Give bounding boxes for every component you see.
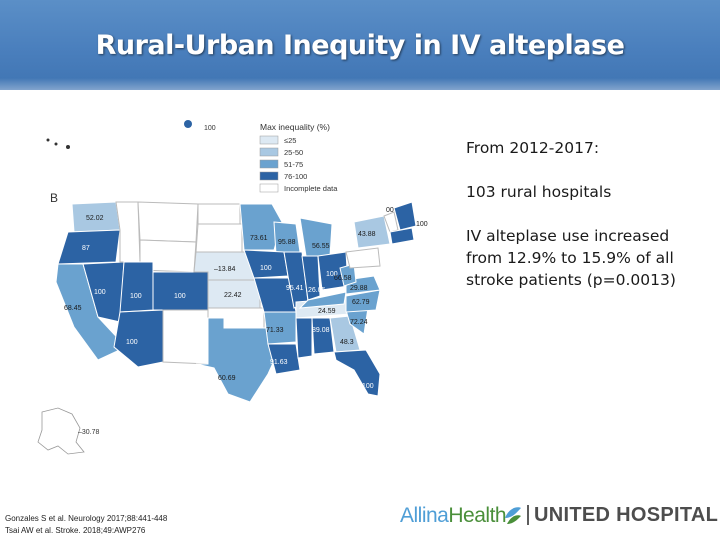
state-label-nv: 100 [94,289,106,296]
allina-health-wordmark: AllinaHealth [400,504,507,528]
state-co [152,271,209,311]
state-label-az: 100 [126,339,138,346]
state-label-ma: 100 [416,221,428,228]
references: Gonzales S et al. Neurology 2017;88:441-… [5,513,305,537]
state-label-ks: 22.42 [224,292,242,299]
state-nc [345,289,381,313]
state-label-ar: 71.33 [266,327,284,334]
state-mt [137,201,199,243]
state-label-al: 89.08 [312,327,330,334]
alaska-inset: –30.78 [37,407,100,455]
legend-label: ≤25 [284,136,296,145]
legend-label: 25-50 [284,148,303,157]
state-label-sc: 72.24 [350,319,368,326]
state-fl [333,349,381,397]
state-vt [383,211,399,233]
state-ny [353,215,391,249]
state-ky [298,291,347,309]
state-label-fl: 100 [362,383,374,390]
state-tx [195,317,279,403]
state-ma [389,227,415,245]
state-ak [37,407,85,455]
state-label-oh: 100 [326,271,338,278]
panel-label: B [50,191,58,205]
state-ar [263,311,297,345]
title-banner: Rural-Urban Inequity in IV alteplase [0,0,720,90]
state-label-ny: 43.88 [358,231,376,238]
side-text-period: From 2012-2017: [466,139,600,157]
state-az [113,309,164,368]
state-nm [162,309,209,365]
state-pa [345,247,381,269]
reference-2: Tsai AW et al. Stroke. 2018;49:AWP276 [5,526,146,535]
hi-island [66,145,70,149]
legend-title: Max inequality (%) [260,122,330,132]
state-label-co: 100 [174,293,186,300]
state-label-mn: 73.61 [250,235,268,242]
state-ut [119,261,154,313]
state-label-tx: 60.69 [218,375,236,382]
state-me-nh [393,201,417,231]
legend-swatch-le25 [259,135,279,145]
hospital-logo: AllinaHealth UNITED HOSPITAL [400,500,718,530]
state-label-or: 87 [82,245,90,252]
state-label-vt: 00 [386,207,394,214]
state-label-nc: 62.79 [352,299,370,306]
health-text: Health [448,504,507,527]
reference-1: Gonzales S et al. Neurology 2017;88:441-… [5,514,168,523]
legend-label: Incomplete data [284,184,338,193]
states [55,201,417,403]
legend-swatch-51-75 [259,159,279,169]
state-label-il: 95.41 [286,285,304,292]
legend-label: 51-75 [284,160,303,169]
state-label-mi: 56.55 [312,243,330,250]
state-label-tn: 24.59 [318,308,336,315]
legend-label: 76-100 [284,172,307,181]
allina-leaf-icon [505,507,521,524]
legend-swatch-25-50 [259,147,279,157]
side-text-result: IV alteplase use increased from 12.9% to… [466,227,676,289]
slide-title: Rural-Urban Inequity in IV alteplase [95,30,625,61]
state-label-ak: –30.78 [78,429,100,436]
state-label-hi: 100 [204,125,216,132]
hi-island [54,142,58,146]
state-nd [197,203,241,225]
legend-swatch-76-100 [259,171,279,181]
hawaii-inset: 100 [46,120,216,149]
us-inequality-map: –30.78 100 B Max inequality (%) ≤25 25-5… [28,112,448,462]
legend-swatch-incomplete [259,183,279,193]
state-label-ne: –13.84 [214,266,236,273]
state-label-wi: 95.88 [278,239,296,246]
state-label-ia: 100 [260,265,272,272]
state-ms [295,317,313,359]
allina-text: Allina [400,504,449,527]
state-labels: 52.02 87 68.45 100 100 100 100 60.69 –13… [64,207,428,390]
united-hospital-wordmark: UNITED HOSPITAL [534,504,719,526]
state-label-ca: 68.45 [64,305,82,312]
map-legend: Max inequality (%) ≤25 25-50 51-75 76-10… [259,122,338,193]
state-label-va: 29.88 [350,285,368,292]
state-sd [195,223,243,253]
state-label-ut: 100 [130,293,142,300]
side-text-panel: From 2012-2017: 103 rural hospitals IV a… [466,137,696,313]
state-hi [184,120,192,128]
logo-separator [527,505,529,525]
hi-island [46,138,50,142]
us-map-svg: –30.78 100 B Max inequality (%) ≤25 25-5… [37,120,428,455]
side-text-hospitals: 103 rural hospitals [466,183,612,201]
state-mi [299,217,333,257]
state-id [115,201,141,263]
state-label-la: 91.63 [270,359,288,366]
state-label-ga: 48.3 [340,339,354,346]
state-label-wv: 66.58 [334,275,352,282]
state-wi [273,221,301,255]
state-label-in: 26.05 [308,287,326,294]
state-la [267,343,301,375]
state-label-wa: 52.02 [86,215,104,222]
